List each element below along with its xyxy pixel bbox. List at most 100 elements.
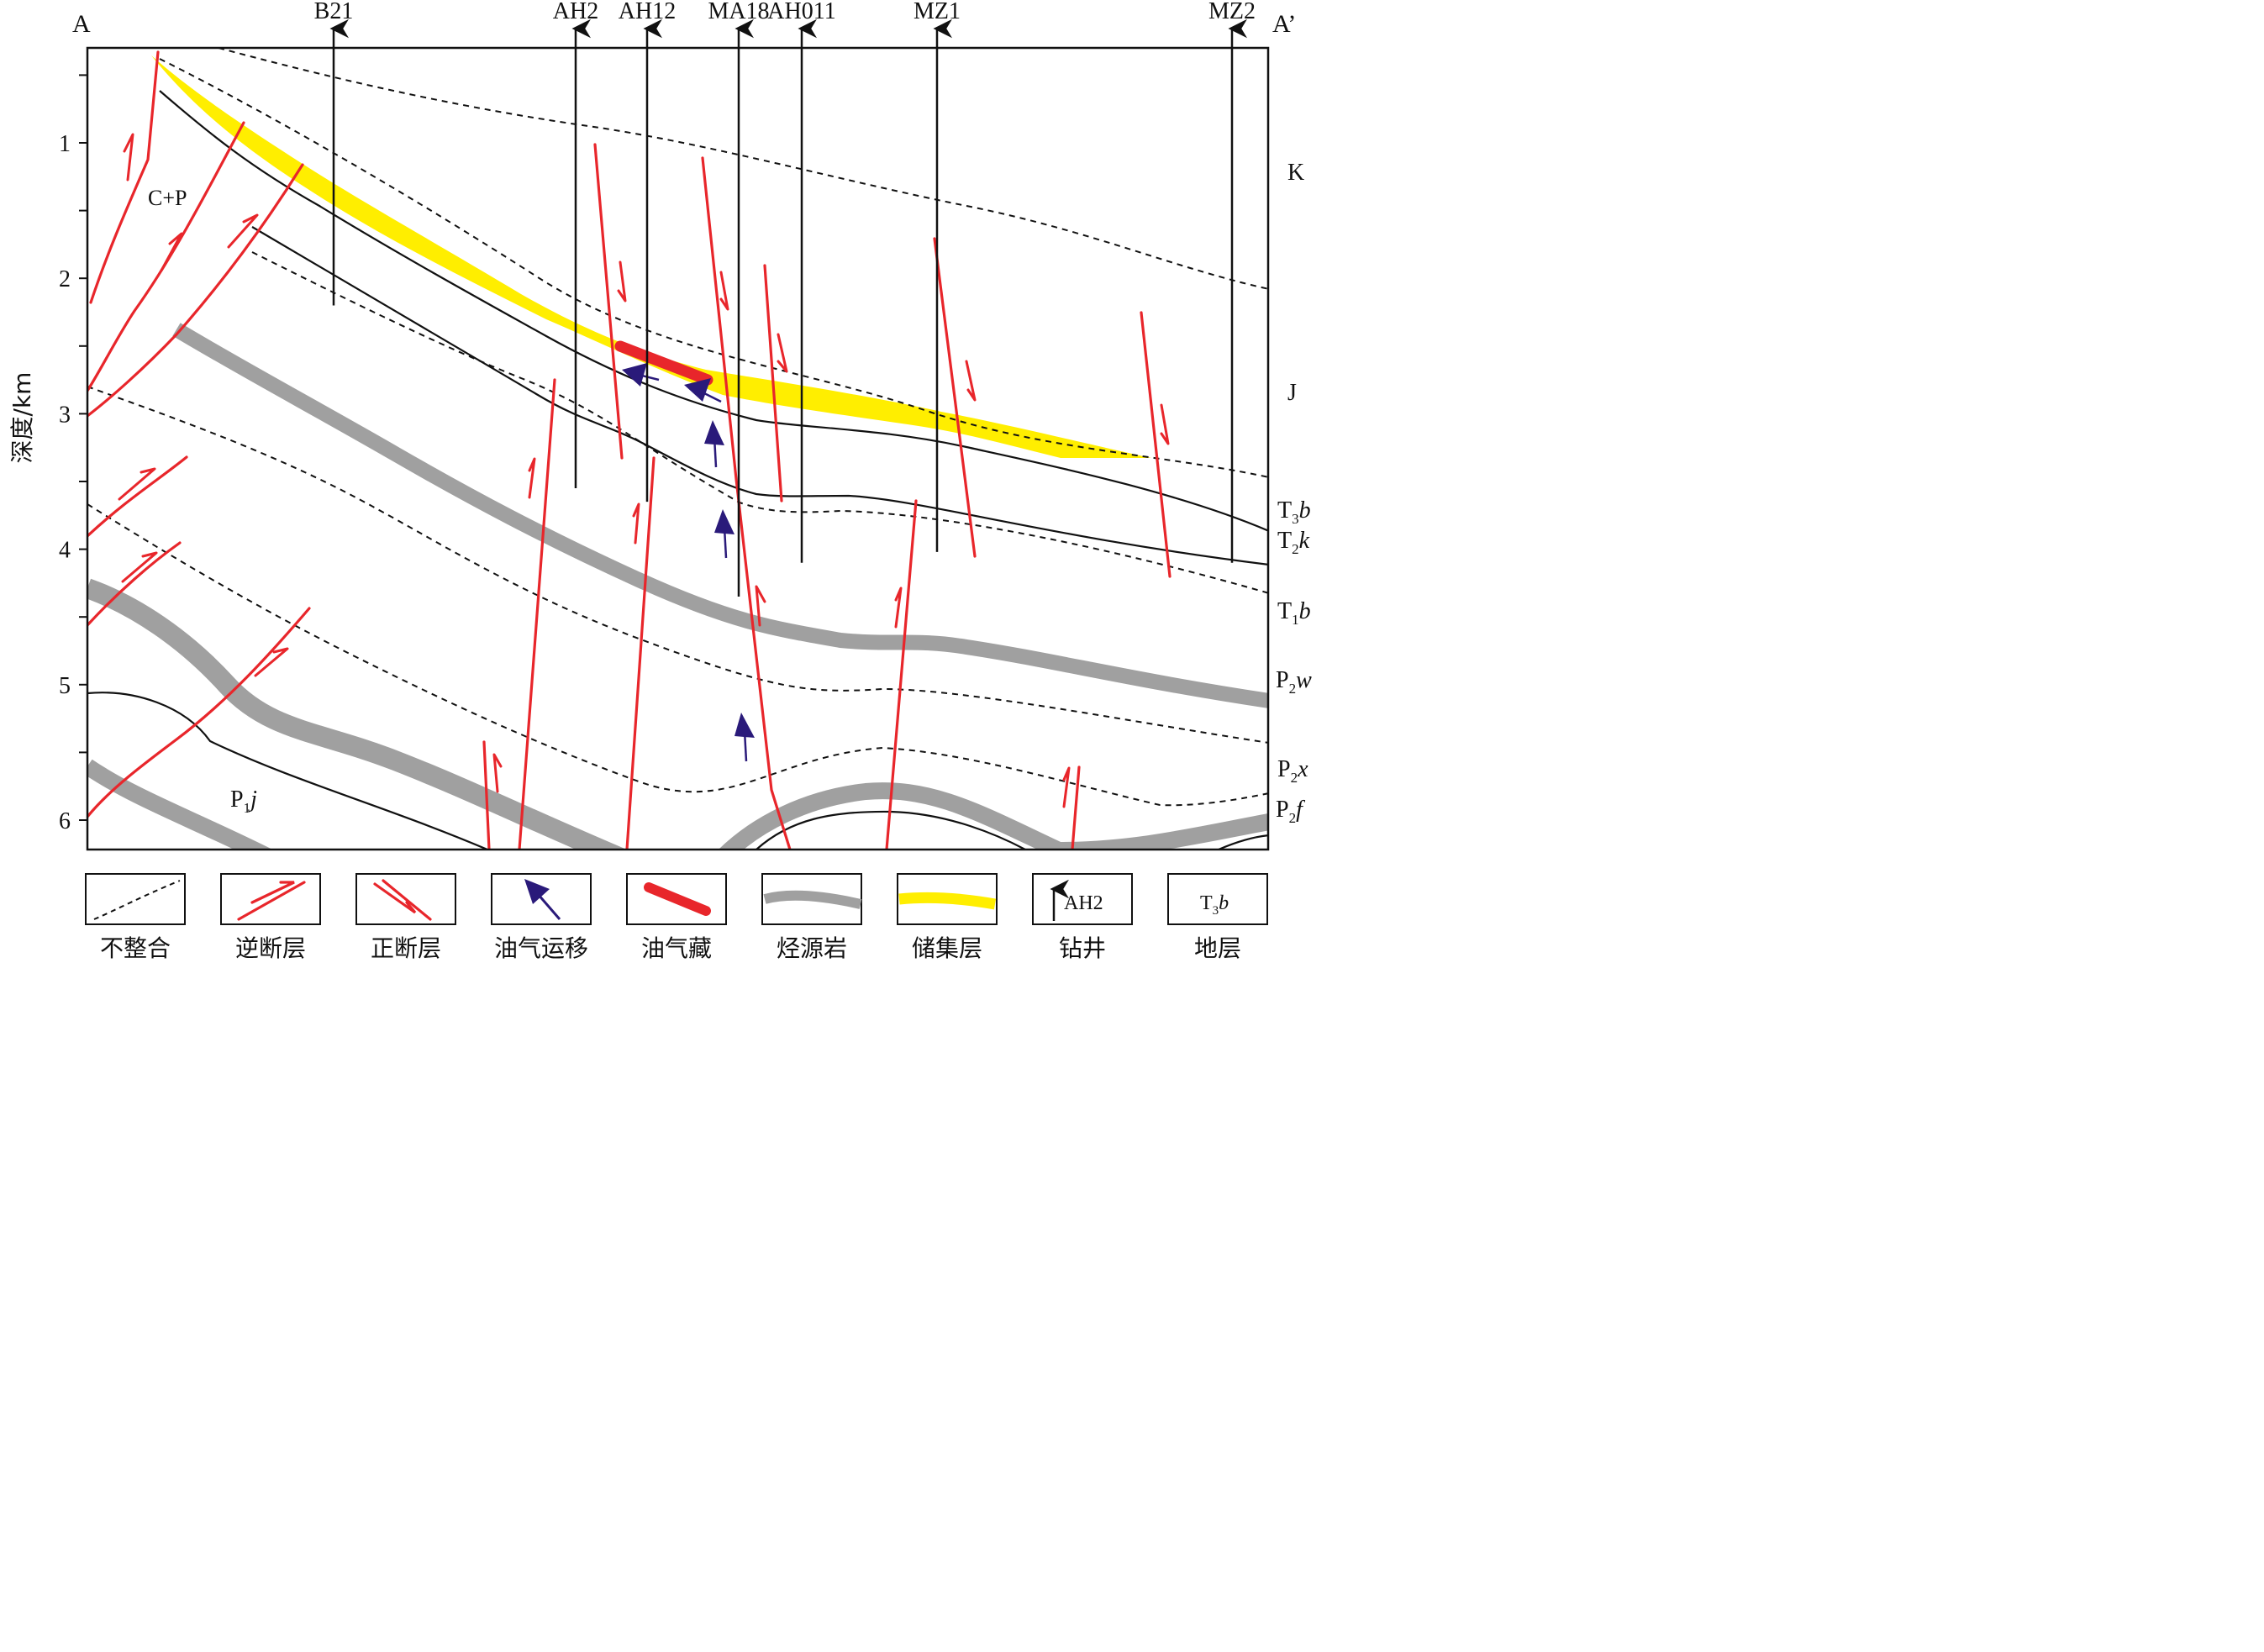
reverse-fault-8	[625, 456, 656, 850]
migration-arrow	[714, 509, 734, 559]
section-panel	[87, 48, 1268, 850]
horizon-t3b	[251, 226, 1268, 566]
legend-symbol-reverse-fault	[237, 881, 306, 921]
legend-box-well	[1032, 873, 1133, 925]
legend-box-normal-fault	[355, 873, 456, 925]
strata-labels: K J C+P T3b T2k T1b P2w P2x P2f P1j	[148, 160, 1312, 826]
legend-box-unconformity	[85, 873, 186, 925]
slip-arrow	[965, 360, 977, 402]
well-name: MA18	[708, 0, 769, 24]
legend-box-reservoir-pool	[626, 873, 727, 925]
normal-fault-4	[933, 237, 977, 558]
legend-label-reservoir-pool: 油气藏	[641, 934, 712, 961]
slip-arrow	[123, 133, 134, 182]
section-frame	[86, 46, 1270, 851]
well-name: AH12	[619, 0, 676, 24]
well-name: AH2	[553, 0, 598, 24]
source-rock-band-anticline	[718, 782, 1268, 850]
well-ma18: MA18	[708, 0, 770, 597]
migration-arrow	[622, 363, 660, 387]
well-ah011: AH011	[767, 0, 836, 563]
legend-box-stratum	[1167, 873, 1268, 925]
slip-arrow	[617, 260, 627, 303]
horizon-j-base	[159, 90, 1268, 532]
slip-arrow	[118, 467, 156, 501]
stratum-label-j: J	[1287, 380, 1297, 406]
slip-arrow	[121, 551, 158, 583]
stratum-label-t1b: T1b	[1277, 598, 1311, 628]
unconformity-t1b	[87, 386, 1268, 744]
legend: AH2 T3b 不整合 逆断层 正断层 油气运移 油气藏 烃源岩 储集层 钻井 …	[85, 873, 1268, 961]
legend-label-well: 钻井	[1059, 934, 1106, 961]
horizon-p1j-top	[87, 692, 488, 850]
well-name: MZ2	[1208, 0, 1256, 24]
reverse-fault-1	[89, 50, 160, 304]
slip-arrow	[492, 753, 503, 793]
migration-arrow	[734, 713, 755, 762]
well-mz1: MZ1	[913, 0, 961, 552]
depth-axis: 1 2 3 4 5 6	[59, 74, 87, 834]
section-end-label: A’	[1272, 10, 1296, 38]
reverse-fault-6	[87, 607, 311, 818]
depth-tick-label: 4	[59, 538, 71, 564]
unconformity-k-base	[159, 58, 1268, 478]
depth-axis-label: 深度/km	[8, 372, 36, 464]
legend-symbol-migration	[524, 879, 561, 920]
unconformity-p2w	[87, 503, 1268, 807]
reverse-fault-11	[482, 740, 491, 850]
legend-label-reservoir-layer: 储集层	[912, 934, 982, 961]
depth-tick-label: 1	[59, 131, 71, 157]
stratum-label-p1j: P1j	[230, 787, 257, 816]
legend-symbol-reservoir-layer	[898, 892, 997, 910]
well-ah12: AH12	[619, 0, 676, 502]
slip-arrow	[632, 502, 640, 545]
depth-tick-label: 2	[59, 266, 71, 292]
reverse-fault-2	[87, 121, 245, 392]
reverse-fault-3	[87, 163, 304, 418]
migration-arrow	[684, 378, 722, 403]
legend-symbol-normal-fault	[373, 879, 432, 921]
legend-symbol-reservoir-pool	[644, 882, 711, 916]
depth-tick-label: 6	[59, 808, 71, 834]
hydrocarbon-pool	[614, 340, 713, 386]
slip-arrow	[1160, 403, 1170, 445]
legend-box-migration	[491, 873, 592, 925]
migration-arrows	[622, 363, 755, 762]
section-start-label: A	[72, 10, 91, 38]
legend-symbol-source-rock	[763, 890, 862, 909]
legend-label-reverse-fault: 逆断层	[235, 934, 306, 961]
slip-arrow	[755, 585, 766, 627]
slip-arrow	[254, 647, 289, 677]
well-mz2: MZ2	[1208, 0, 1256, 563]
reverse-fault-9	[885, 499, 918, 850]
source-rock-band-middle	[87, 578, 627, 850]
stratum-label-p2x: P2x	[1277, 756, 1308, 786]
slip-arrow	[719, 271, 729, 311]
legend-box-source-rock	[761, 873, 862, 925]
unconformities	[87, 48, 1268, 807]
legend-label-normal-fault: 正断层	[371, 934, 441, 961]
slip-arrow	[227, 213, 259, 249]
well-name: AH011	[767, 0, 835, 24]
slip-arrow	[160, 232, 183, 272]
slip-arrow	[528, 457, 536, 499]
well-b21: B21	[314, 0, 354, 306]
stratum-label-p2f: P2f	[1276, 797, 1305, 826]
unconformity-k-top	[218, 48, 1268, 290]
normal-fault-3	[763, 264, 783, 502]
normal-fault-1	[593, 143, 624, 460]
well-name: MZ1	[913, 0, 961, 24]
reverse-fault-4	[87, 455, 188, 538]
well-name: B21	[314, 0, 354, 24]
normal-fault-2	[701, 156, 792, 850]
stratum-label-p2w: P2w	[1276, 667, 1312, 697]
stratum-label-t3b: T3b	[1277, 497, 1311, 527]
stratum-label-k: K	[1287, 160, 1304, 186]
legend-label-unconformity: 不整合	[100, 934, 171, 961]
legend-well-sample: AH2	[1064, 892, 1103, 914]
normal-fault-5	[1140, 311, 1171, 578]
source-rock-band-upper	[172, 323, 1268, 708]
legend-stratum-sample: T3b	[1200, 892, 1229, 918]
